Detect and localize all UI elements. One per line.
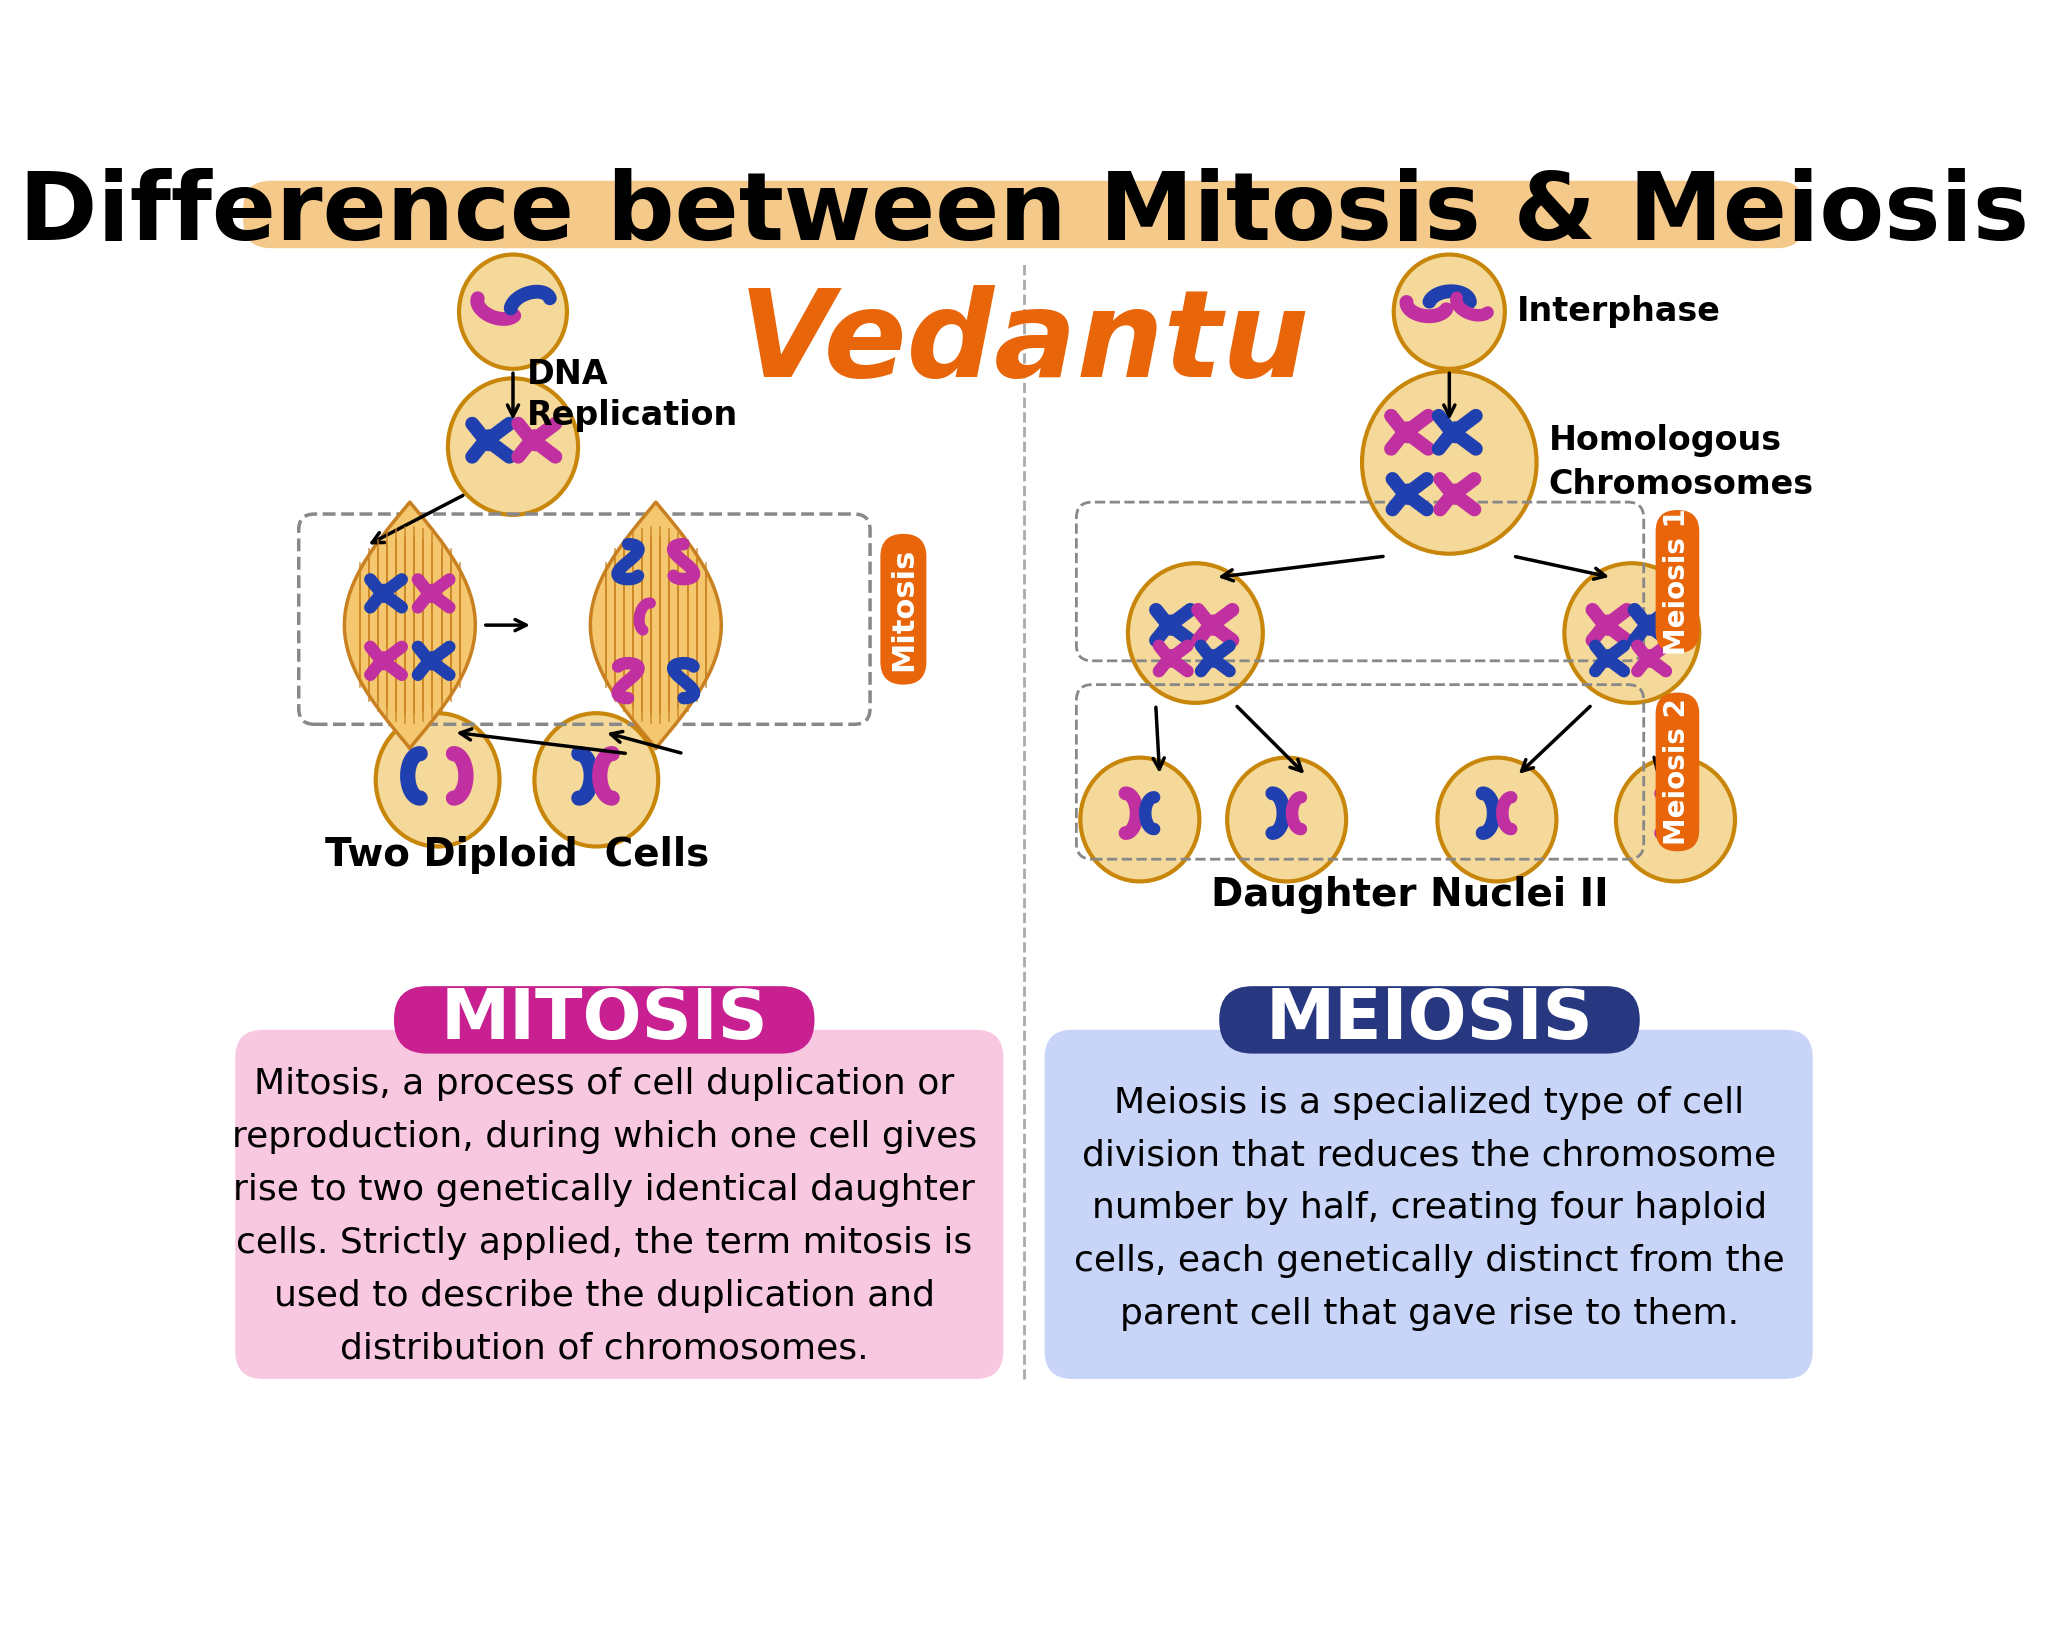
Text: DNA
Replication: DNA Replication <box>526 359 739 432</box>
FancyBboxPatch shape <box>1655 511 1700 653</box>
Ellipse shape <box>1438 758 1556 881</box>
Ellipse shape <box>1128 563 1264 702</box>
Polygon shape <box>344 503 475 748</box>
Ellipse shape <box>1227 758 1346 881</box>
Text: Homologous
Chromosomes: Homologous Chromosomes <box>1548 424 1815 501</box>
Polygon shape <box>590 503 721 748</box>
Text: MEIOSIS: MEIOSIS <box>1266 985 1593 1053</box>
FancyBboxPatch shape <box>236 1030 1004 1378</box>
Text: Daughter Nuclei II: Daughter Nuclei II <box>1210 876 1608 913</box>
Text: Interphase: Interphase <box>1518 295 1720 327</box>
FancyBboxPatch shape <box>1655 692 1700 851</box>
Ellipse shape <box>535 714 657 846</box>
Ellipse shape <box>449 378 578 514</box>
Ellipse shape <box>1362 372 1536 553</box>
FancyBboxPatch shape <box>393 985 815 1054</box>
Text: Meiosis is a specialized type of cell
division that reduces the chromosome
numbe: Meiosis is a specialized type of cell di… <box>1073 1085 1784 1331</box>
Ellipse shape <box>375 714 500 846</box>
Ellipse shape <box>1081 758 1200 881</box>
Ellipse shape <box>459 254 567 368</box>
Text: Meiosis 2: Meiosis 2 <box>1663 699 1692 845</box>
FancyBboxPatch shape <box>1219 985 1640 1054</box>
Text: Mitosis: Mitosis <box>889 547 918 671</box>
Ellipse shape <box>1616 758 1735 881</box>
Text: Difference between Mitosis & Meiosis: Difference between Mitosis & Meiosis <box>18 169 2030 260</box>
Text: Two Diploid  Cells: Two Diploid Cells <box>326 837 709 874</box>
Ellipse shape <box>1565 563 1700 702</box>
FancyBboxPatch shape <box>1044 1030 1812 1378</box>
Text: Meiosis 1: Meiosis 1 <box>1663 507 1692 655</box>
Text: Vedantu: Vedantu <box>739 285 1309 403</box>
FancyBboxPatch shape <box>881 534 926 684</box>
FancyBboxPatch shape <box>244 180 1804 249</box>
Ellipse shape <box>1395 254 1505 368</box>
Text: MITOSIS: MITOSIS <box>440 985 768 1053</box>
Text: Mitosis, a process of cell duplication or
reproduction, during which one cell gi: Mitosis, a process of cell duplication o… <box>231 1067 977 1365</box>
